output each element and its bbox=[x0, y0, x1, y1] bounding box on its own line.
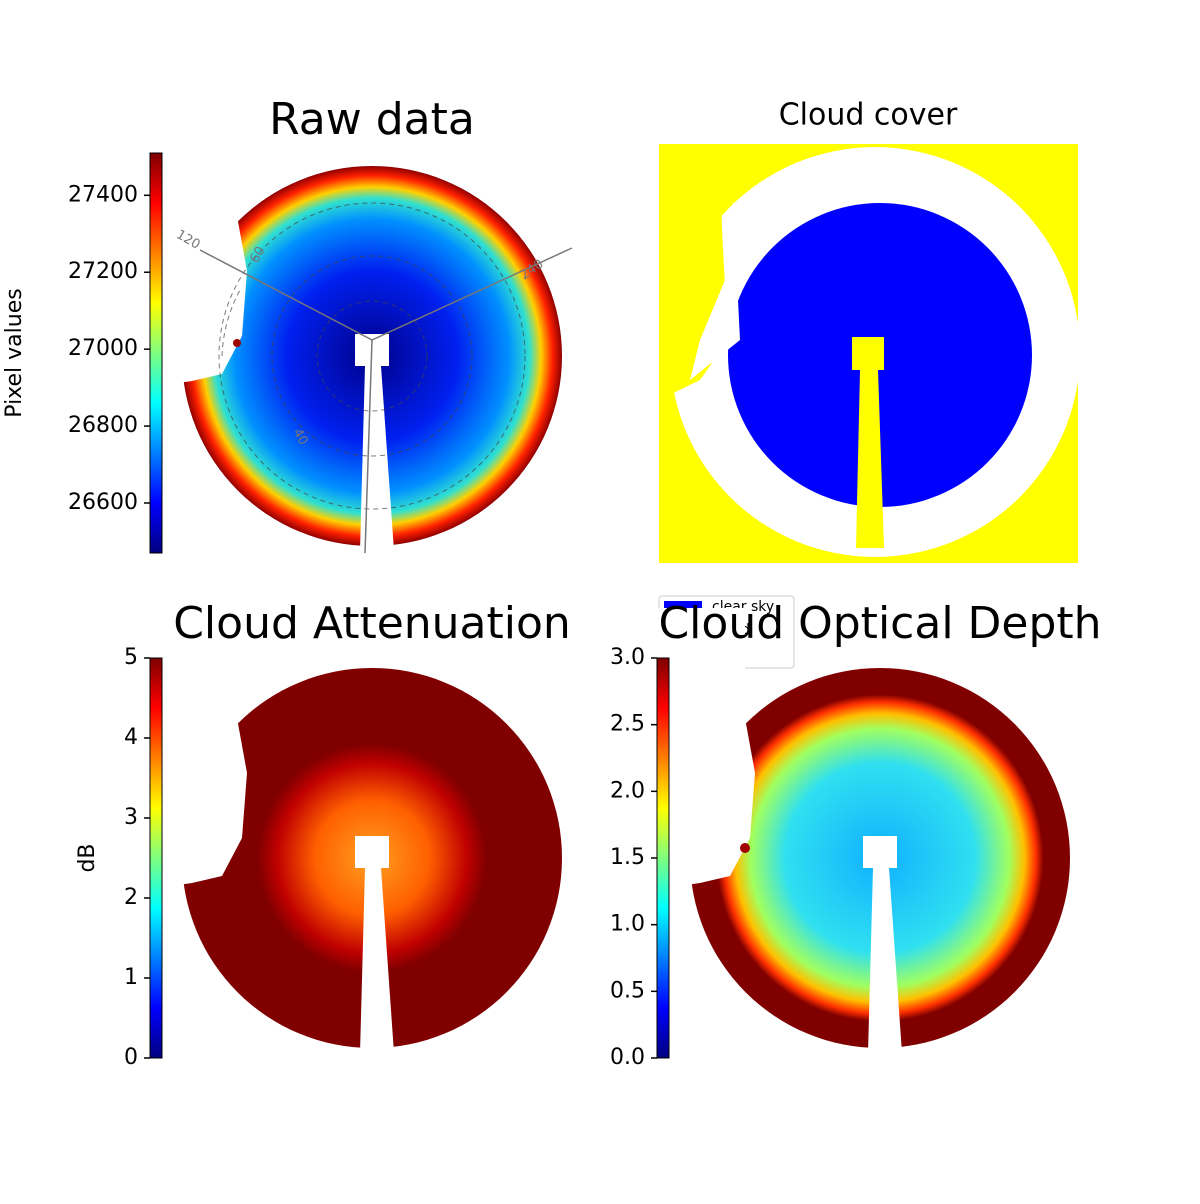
panel-title: Cloud Optical Depth bbox=[658, 598, 1101, 649]
colorbar-tick-label: 27000 bbox=[68, 336, 138, 361]
colorbar-tick-label: 0.5 bbox=[610, 978, 645, 1003]
panel: Raw data 26600 26800 27000 27200 27400 Pixel v… bbox=[2, 94, 546, 554]
colorbar-tick-label: 0 bbox=[124, 1045, 138, 1070]
polar-grid-label: 40 bbox=[289, 426, 310, 448]
polar-grid-label: 60 bbox=[247, 244, 268, 266]
panel-title: Cloud Attenuation bbox=[173, 598, 571, 649]
raw-image bbox=[122, 106, 573, 554]
colorbar-label: Pixel values bbox=[2, 288, 27, 417]
colorbar bbox=[149, 657, 163, 1059]
panel: Cloud Optical Depth 0.0 0.5 1.0 1.5 2.0 2.5 3.0 bbox=[610, 598, 1102, 1070]
colorbar-tick-label: 26600 bbox=[68, 490, 138, 515]
colorbar-tick-label: 3.0 bbox=[610, 645, 645, 670]
panel-title: Cloud cover bbox=[779, 98, 958, 133]
colorbar-tick-label: 2 bbox=[124, 885, 138, 910]
colorbar-tick-label: 27400 bbox=[68, 182, 138, 207]
colorbar-tick-label: 1 bbox=[124, 965, 138, 990]
colorbar-tick-label: 1.5 bbox=[610, 845, 645, 870]
colorbar-tick-label: 2.5 bbox=[610, 712, 645, 737]
attenuation-image bbox=[122, 608, 562, 1053]
colorbar-tick-label: 0.0 bbox=[610, 1045, 645, 1070]
colorbar-tick-label: 27200 bbox=[68, 259, 138, 284]
colorbar-tick-label: 5 bbox=[124, 645, 138, 670]
colorbar-tick-label: 26800 bbox=[68, 413, 138, 438]
colorbar-tick-label: 4 bbox=[124, 725, 138, 750]
colorbar bbox=[656, 657, 670, 1059]
colorbar-tick-label: 3 bbox=[124, 805, 138, 830]
optical-depth-image bbox=[630, 608, 1070, 1053]
colorbar bbox=[149, 152, 163, 554]
colorbar-tick-label: 2.0 bbox=[610, 778, 645, 803]
colorbar-label: dB bbox=[75, 843, 100, 872]
panel: Cloud Attenuation 0 1 2 3 4 5 dB bbox=[75, 598, 571, 1070]
panel-title: Raw data bbox=[269, 94, 475, 145]
colorbar-tick-label: 1.0 bbox=[610, 912, 645, 937]
cloud-cover-image bbox=[659, 144, 1080, 563]
